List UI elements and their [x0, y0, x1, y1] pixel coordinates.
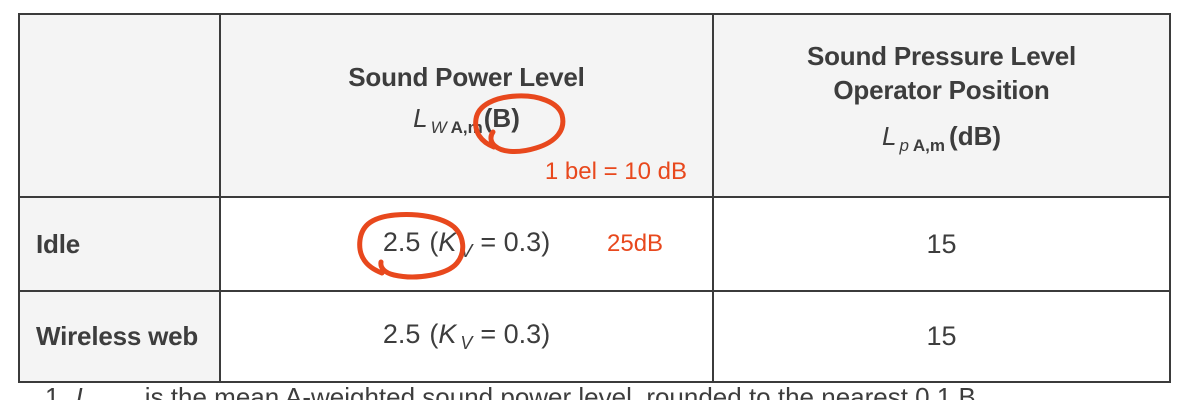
footnote-number: 1.	[45, 382, 67, 400]
red-note-bel-conversion: 1 bel = 10 dB	[544, 158, 687, 185]
wireless-power-value-cell: 2.5 (K V = 0.3)	[221, 292, 714, 381]
footnote-symbol-l: L	[75, 382, 91, 400]
formula-sub-p: p	[899, 136, 909, 155]
footnote-text: is the mean A-weighted sound power level…	[144, 382, 976, 400]
column-header-sound-power: Sound Power Level L W A,m(B) 1 bel = 10 dB	[221, 15, 714, 198]
power-value-paren: (	[429, 319, 439, 349]
sound-pressure-title-line1: Sound Pressure Level	[806, 41, 1077, 71]
formula-sub-am: A,m	[912, 136, 946, 155]
power-value-kv-rest: = 0.3)	[480, 319, 551, 349]
wireless-power-value: 2.5 (K V = 0.3)	[383, 319, 550, 354]
sound-pressure-title-line2: Operator Position	[833, 75, 1050, 105]
column-header-sound-pressure: Sound Pressure Level Operator Position L…	[714, 15, 1169, 198]
row-label-wireless-web: Wireless web	[20, 292, 221, 381]
formula-sub-am: A,m	[450, 117, 483, 137]
header-corner-cell	[20, 15, 221, 198]
formula-symbol-l: L	[413, 102, 428, 133]
power-value-kv-symbol: K	[438, 319, 457, 349]
sound-power-formula: L W A,m(B)	[413, 92, 566, 154]
wireless-pressure-value: 15	[926, 321, 957, 351]
footnote: 1. LWA,m is the mean A-weighted sound powe…	[45, 382, 976, 400]
red-note-25db: 25dB	[607, 230, 664, 257]
power-value-number: 2.5	[382, 226, 421, 257]
idle-power-value-cell: 2.5 (K V = 0.3) 25dB	[221, 198, 714, 292]
footnote-sub: WA,m	[90, 397, 136, 400]
acoustics-table: Sound Power Level L W A,m(B) 1 bel = 10 dB…	[18, 13, 1171, 383]
power-value-paren: (	[429, 226, 439, 257]
power-value-number: 2.5	[382, 319, 421, 349]
power-value-kv-symbol: K	[438, 226, 457, 257]
row-label-idle: Idle	[20, 198, 221, 292]
idle-pressure-value: 15	[714, 198, 1169, 292]
formula-sub-w: W	[430, 117, 447, 137]
power-value-kv-sub: V	[460, 240, 473, 261]
formula-symbol-l: L	[881, 121, 897, 151]
sound-power-title: Sound Power Level	[348, 61, 585, 92]
formula-unit-bels: (B)	[483, 102, 520, 133]
power-value-kv-rest: = 0.3)	[480, 226, 551, 257]
formula-unit-db: (dB)	[949, 121, 1002, 151]
idle-power-value: 2.5 (K V = 0.3)	[357, 211, 551, 279]
power-value-kv-sub: V	[460, 333, 473, 353]
